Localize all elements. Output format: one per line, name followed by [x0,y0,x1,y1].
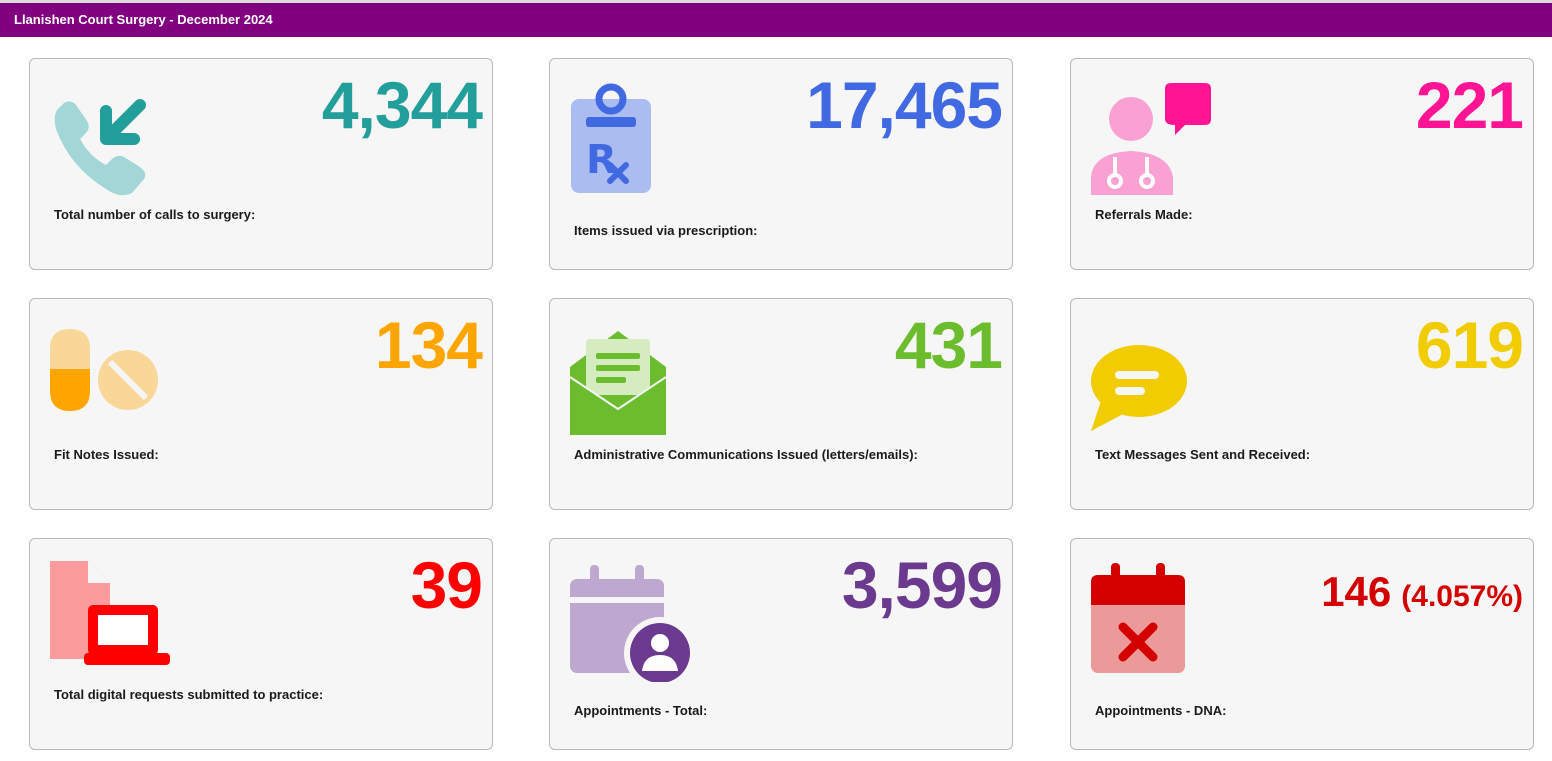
text-messages-label: Text Messages Sent and Received: [1095,447,1311,462]
calendar-x-icon [1089,557,1219,682]
calls-value: 4,344 [321,68,483,142]
calendar-user-icon [568,557,698,682]
page-header: Llanishen Court Surgery - December 2024 [0,3,1552,37]
fit-notes-value: 134 [374,308,483,382]
card-appointments-dna: 146 (4.057%) Appointments - DNA: [1070,538,1534,750]
fit-notes-label: Fit Notes Issued: [54,447,159,462]
card-calls: 4,344 Total number of calls to surgery: [29,58,493,270]
text-messages-value: 619 [1415,308,1524,382]
dna-count: 146 [1321,568,1392,615]
card-referrals: 221 Referrals Made: [1070,58,1534,270]
prescriptions-label: Items issued via prescription: [574,223,758,238]
incoming-call-icon [48,77,178,202]
referrals-label: Referrals Made: [1095,207,1193,222]
card-appointments-total: 3,599 Appointments - Total: [549,538,1013,750]
appointments-total-value: 3,599 [841,548,1003,622]
appointments-total-label: Appointments - Total: [574,703,708,718]
appointments-dna-label: Appointments - DNA: [1095,703,1227,718]
file-laptop-icon [48,557,178,682]
admin-comms-label: Administrative Communications Issued (le… [574,447,918,462]
card-fit-notes: 134 Fit Notes Issued: [29,298,493,510]
doctor-message-icon [1089,77,1219,202]
dna-percent: (4.057%) [1401,580,1523,613]
card-prescriptions: R 17,465 Items issued via prescription: [549,58,1013,270]
referrals-value: 221 [1415,68,1524,142]
page-title: Llanishen Court Surgery - December 2024 [14,12,273,27]
card-digital-requests: 39 Total digital requests submitted to p… [29,538,493,750]
speech-bubble-icon [1089,317,1219,442]
prescriptions-value: 17,465 [806,68,1003,142]
digital-requests-value: 39 [410,548,483,622]
appointments-dna-value: 146 (4.057%) [1321,561,1523,628]
calls-label: Total number of calls to surgery: [54,207,256,222]
card-text-messages: 619 Text Messages Sent and Received: [1070,298,1534,510]
card-admin-comms: 431 Administrative Communications Issued… [549,298,1013,510]
prescription-icon: R [568,77,698,202]
pills-icon [48,317,178,442]
open-envelope-icon [568,317,698,442]
digital-requests-label: Total digital requests submitted to prac… [54,687,324,702]
top-border [0,0,1552,3]
admin-comms-value: 431 [894,308,1003,382]
